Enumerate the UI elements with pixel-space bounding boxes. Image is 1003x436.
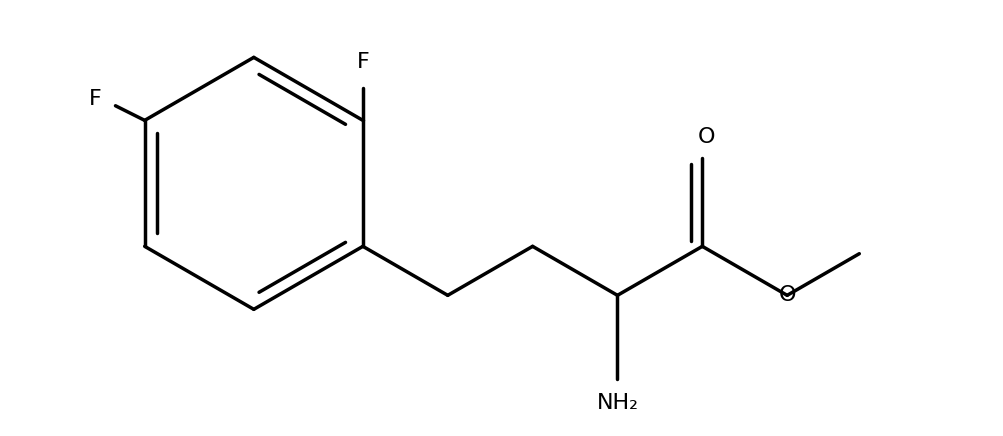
Text: F: F [88, 89, 101, 109]
Text: NH₂: NH₂ [596, 393, 638, 412]
Text: O: O [777, 285, 795, 305]
Text: F: F [356, 52, 369, 72]
Text: O: O [697, 127, 715, 147]
